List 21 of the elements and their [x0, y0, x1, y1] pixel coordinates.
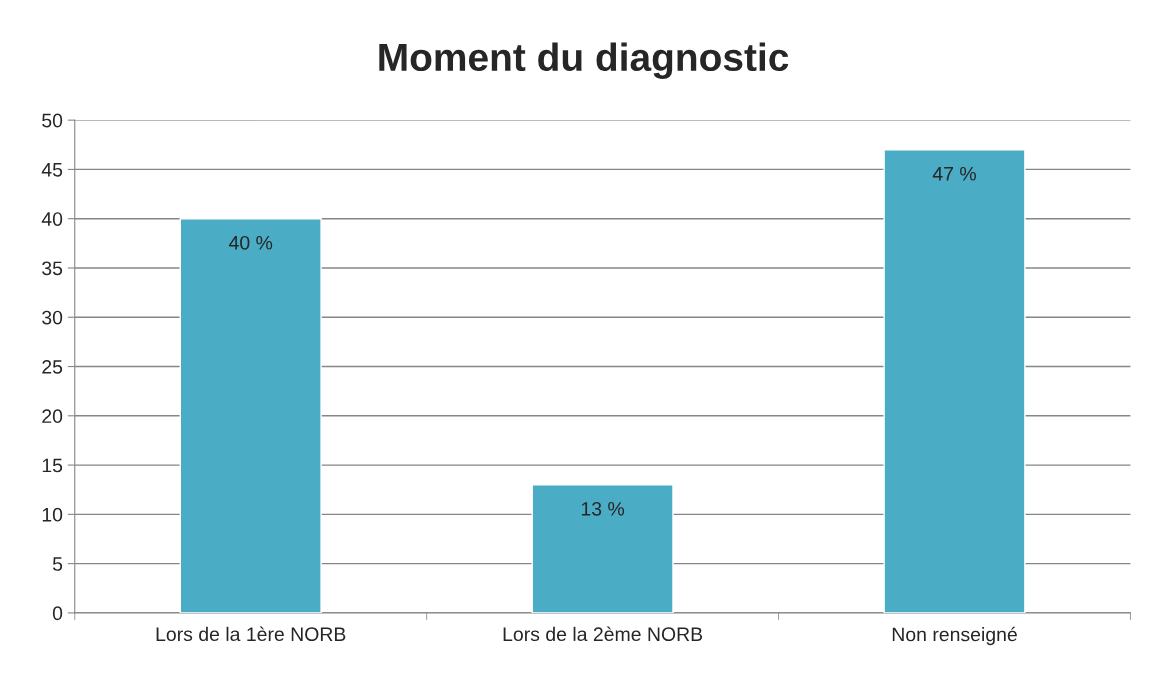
y-tick-label: 20 [42, 409, 63, 424]
data-label: 47 % [932, 166, 976, 181]
y-tick-label: 0 [52, 606, 63, 621]
data-label: 13 % [581, 501, 625, 516]
y-tick-label: 15 [42, 458, 63, 473]
y-tick-label: 30 [42, 310, 63, 325]
data-label: 40 % [228, 235, 273, 250]
chart-title: Moment du diagnostic [379, 42, 789, 79]
y-tick-label: 5 [52, 557, 63, 571]
y-tick-label: 25 [42, 359, 63, 374]
bar [531, 484, 674, 613]
y-tick-label: 40 [41, 212, 63, 226]
x-tick-label: Non renseigné [892, 626, 1017, 646]
y-tick-label: 10 [42, 507, 63, 522]
bar [179, 218, 322, 613]
y-tick-label: 50 [42, 113, 63, 128]
y-tick-label: 45 [41, 163, 63, 177]
x-tick-label: Lors de la 2ème NORB [503, 626, 703, 642]
y-tick-label: 35 [42, 261, 63, 276]
x-tick-label: Lors de la 1ère NORB [156, 626, 346, 642]
bar [883, 149, 1026, 613]
